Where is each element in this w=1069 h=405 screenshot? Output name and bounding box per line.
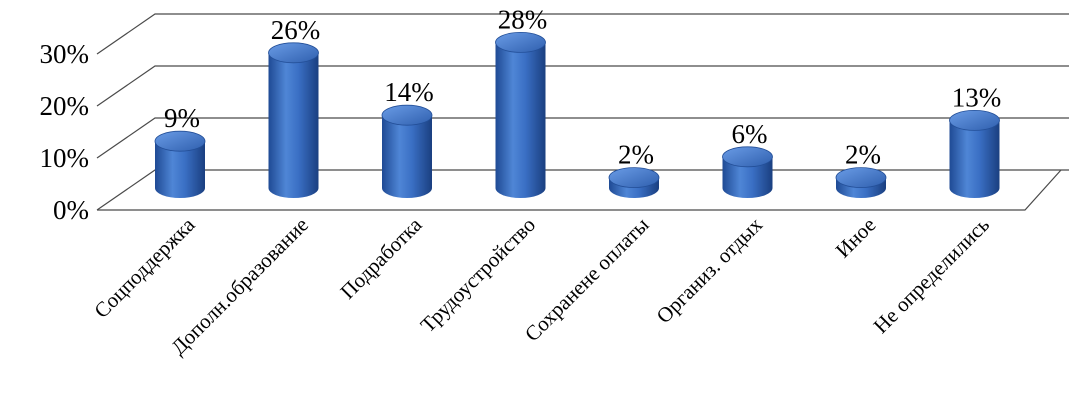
- data-label: 13%: [952, 82, 1002, 112]
- bar: [381, 104, 433, 198]
- category-label: Подработка: [335, 212, 427, 304]
- bar: [949, 110, 1000, 199]
- y-tick-label: 30%: [40, 39, 90, 69]
- gridline: [96, 117, 1069, 159]
- data-label: 6%: [732, 119, 768, 149]
- gridline: [96, 13, 1069, 55]
- data-label: 28%: [498, 4, 548, 34]
- y-axis-ticks: 0% 10% 20% 30%: [40, 39, 90, 225]
- category-label: Организ. отдых: [652, 212, 768, 328]
- bar: [154, 130, 206, 198]
- bars: [154, 32, 1000, 199]
- category-label: Трудоустройство: [416, 213, 541, 338]
- bar: [268, 42, 319, 199]
- y-tick-label: 20%: [40, 91, 90, 121]
- gridline: [96, 65, 1069, 107]
- bar: [722, 146, 773, 199]
- y-tick-label: 10%: [40, 143, 90, 173]
- gridline: [96, 169, 1069, 211]
- category-label: Не определились: [869, 213, 994, 338]
- bar: [495, 32, 546, 199]
- bar: [835, 167, 887, 198]
- data-label: 2%: [845, 140, 881, 170]
- category-label: Соцподдержка: [89, 212, 200, 323]
- y-tick-label: 0%: [53, 195, 89, 225]
- category-label: Сохранене оплаты: [520, 213, 654, 347]
- data-label: 2%: [618, 140, 654, 170]
- data-labels: 9% 26% 14% 28% 2% 6% 2% 13%: [164, 4, 1001, 169]
- data-label: 14%: [384, 77, 434, 107]
- gridlines: [96, 13, 1069, 211]
- data-label: 9%: [164, 103, 200, 133]
- floor-edge: [97, 169, 1062, 211]
- data-label: 26%: [271, 15, 321, 45]
- category-label: Иное: [831, 213, 881, 263]
- bar: [608, 167, 660, 198]
